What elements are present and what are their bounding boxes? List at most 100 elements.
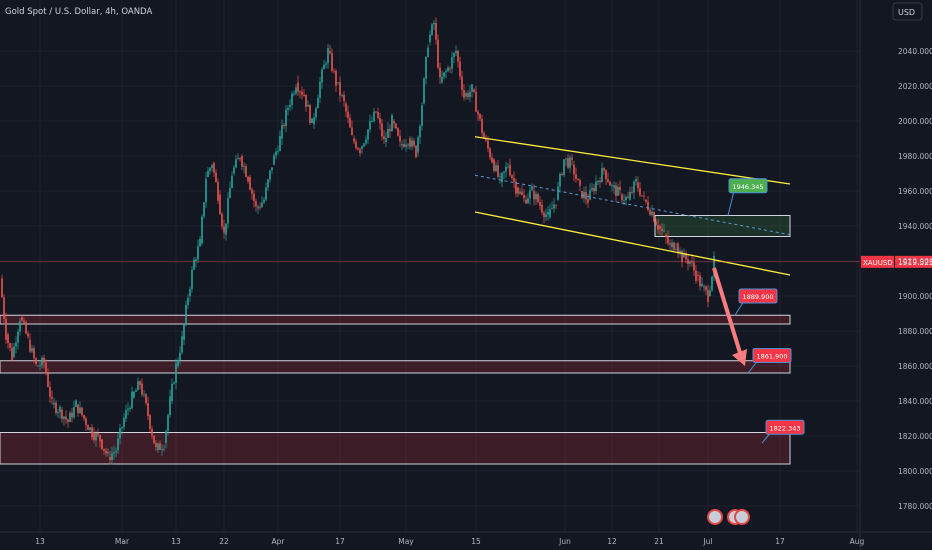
candle-body <box>463 90 465 98</box>
candle-body <box>257 206 259 209</box>
candle-body <box>487 140 489 149</box>
candle-body <box>649 209 651 215</box>
candle-body <box>595 181 597 191</box>
candle-body <box>461 76 463 91</box>
y-tick-label: 1860.000 <box>898 362 932 371</box>
candle-body <box>543 212 545 218</box>
candle-body <box>235 159 237 168</box>
candle-body <box>139 381 141 385</box>
candle-body <box>349 117 351 128</box>
candle-body <box>673 242 675 250</box>
candle-body <box>345 103 347 112</box>
y-tick-label: 1900.000 <box>898 292 932 301</box>
candle-body <box>49 386 51 397</box>
candle-body <box>109 457 111 460</box>
candle-body <box>415 145 417 158</box>
candle-body <box>521 191 523 195</box>
flag-icon[interactable] <box>734 509 750 525</box>
candle-body <box>239 158 241 160</box>
candle-body <box>695 270 697 281</box>
candle-body <box>147 403 149 417</box>
candle-body <box>653 212 655 222</box>
candle-body <box>101 439 103 449</box>
candle-body <box>205 178 207 203</box>
candle-body <box>15 342 17 347</box>
symbol-label: XAUUSD <box>863 259 893 267</box>
candle-body <box>705 286 707 291</box>
candle-body <box>493 159 495 171</box>
candle-body <box>665 234 667 237</box>
y-tick-label: 2020.000 <box>898 82 932 91</box>
candle-body <box>555 204 557 206</box>
x-tick-label: 13 <box>35 537 45 546</box>
candle-body <box>637 182 639 189</box>
time-axis: 13 Mar 13 22 Apr 17 May 15 Jun 12 21 Jul 17 Aug <box>0 531 932 546</box>
candle-body <box>403 144 405 147</box>
candle-body <box>219 194 221 214</box>
candle-body <box>299 91 301 93</box>
candle-body <box>97 433 99 436</box>
candle-body <box>675 248 677 250</box>
candle-body <box>213 163 215 173</box>
candle-body <box>315 108 317 118</box>
candle-body <box>73 406 75 418</box>
candle-body <box>531 186 533 191</box>
candle-body <box>295 87 297 94</box>
candle-body <box>71 412 73 418</box>
candle-body <box>619 186 621 191</box>
y-tick-label: 1840.000 <box>898 397 932 406</box>
callout-1889-label: 1889.900 <box>742 293 773 301</box>
candle-body <box>161 449 163 451</box>
candles <box>1 17 715 465</box>
candle-body <box>693 262 695 271</box>
candle-body <box>137 381 139 391</box>
candle-body <box>27 333 29 337</box>
candle-body <box>445 71 447 73</box>
x-tick-label: Jul <box>702 537 712 546</box>
candle-body <box>301 91 303 95</box>
x-tick-label: Aug <box>850 537 865 546</box>
candle-body <box>399 135 401 142</box>
candle-body <box>373 111 375 121</box>
candle-body <box>423 78 425 104</box>
candle-body <box>563 159 565 175</box>
candle-body <box>141 383 143 395</box>
candle-body <box>29 339 31 352</box>
candle-body <box>39 365 41 367</box>
candle-body <box>391 115 393 132</box>
candle-body <box>501 172 503 183</box>
zone-1861 <box>0 360 791 374</box>
flag-icons[interactable] <box>707 509 750 525</box>
callout-1889 <box>738 288 778 304</box>
currency-button[interactable]: USD <box>892 2 923 21</box>
candle-body <box>267 179 269 188</box>
candle-body <box>261 202 263 208</box>
candle-body <box>273 155 275 165</box>
candle-body <box>253 193 255 202</box>
candle-body <box>645 199 647 202</box>
candle-body <box>567 158 569 168</box>
candle-body <box>643 195 645 197</box>
candle-body <box>483 132 485 139</box>
candle-body <box>697 275 699 276</box>
candle-body <box>331 53 333 71</box>
candle-body <box>243 166 245 167</box>
candle-body <box>131 391 133 409</box>
candle-body <box>597 180 599 183</box>
candle-body <box>667 236 669 244</box>
candle-body <box>575 174 577 179</box>
candle-body <box>69 412 71 422</box>
candle-body <box>227 198 229 224</box>
flag-icon[interactable] <box>707 509 723 525</box>
candle-body <box>591 188 593 191</box>
candle-body <box>197 246 199 260</box>
candle-body <box>485 138 487 141</box>
zone-1822 <box>0 432 791 465</box>
candle-body <box>471 84 473 92</box>
candle-body <box>263 199 265 203</box>
candle-body <box>145 394 147 404</box>
candle-body <box>63 416 65 419</box>
candle-body <box>95 433 97 441</box>
candle-body <box>309 105 311 123</box>
